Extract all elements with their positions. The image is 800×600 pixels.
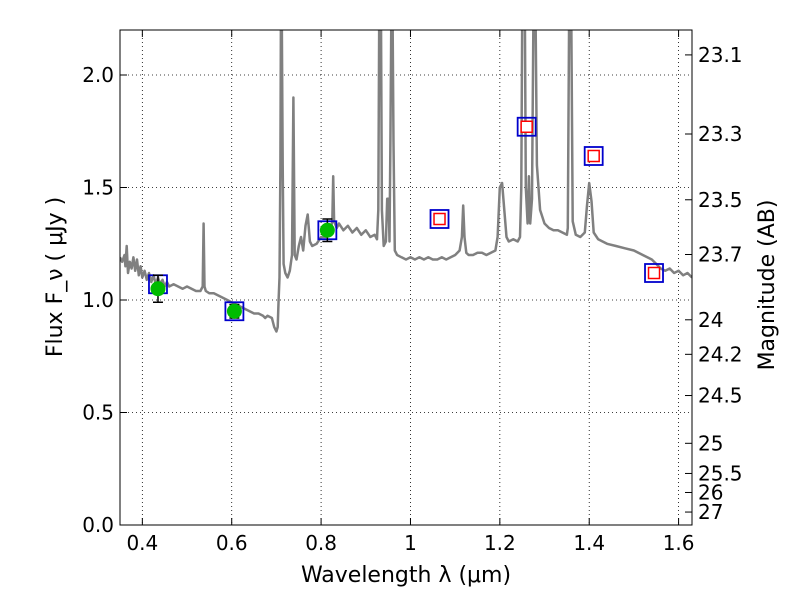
model-box-inner (587, 149, 600, 163)
right-tick-label: 24.5 (698, 384, 743, 408)
model-box (644, 263, 664, 283)
right-tick-label: 25 (698, 431, 723, 455)
x-tick-label: 0.4 (126, 531, 158, 555)
model-box-inner (647, 266, 661, 280)
y-tick-label: 0.5 (82, 401, 114, 425)
y-tick-label: 1.5 (82, 176, 114, 200)
observed-point (226, 303, 242, 319)
grid (120, 30, 692, 526)
right-tick-label: 23.7 (698, 242, 743, 266)
right-tick-label: 27 (698, 500, 723, 524)
points-layer (148, 116, 664, 322)
right-tick-label: 24.2 (698, 342, 743, 366)
x-tick-label: 1 (404, 531, 417, 555)
y-tick-label: 1.0 (82, 288, 114, 312)
model-box (516, 116, 537, 137)
observed-point (319, 222, 335, 238)
x-tick-label: 1.4 (573, 531, 605, 555)
plot-frame (119, 29, 693, 526)
y-axis-label: Flux F_ν ( μJy ) (43, 197, 68, 357)
observed-point (150, 281, 166, 297)
right-tick-label: 24 (698, 308, 723, 332)
right-tick-label: 26 (698, 480, 723, 504)
x-tick-label: 1.6 (663, 531, 695, 555)
model-box-inner (433, 212, 446, 226)
right-tick-label: 23.1 (698, 43, 743, 67)
axis-ticks: 0.4 0.6 0.8 1 1.2 1.4 1.6 0.0 0.5 1.0 1.5 2.0 23.1 23… (82, 30, 743, 555)
right-axis-label: Magnitude (AB) (755, 200, 780, 371)
y-tick-label: 0.0 (82, 513, 114, 537)
spectrum-line (120, 30, 692, 333)
x-tick-label: 0.8 (305, 531, 337, 555)
right-tick-label: 23.3 (698, 122, 743, 146)
data-layer (120, 30, 692, 333)
model-box (583, 146, 604, 166)
right-tick-label: 23.5 (698, 188, 743, 212)
x-tick-label: 0.6 (216, 531, 248, 555)
x-axis-label: Wavelength λ (μm) (301, 563, 511, 588)
y-tick-label: 2.0 (82, 63, 114, 87)
model-box (429, 209, 450, 229)
right-tick-label: 25.5 (698, 461, 743, 485)
x-tick-label: 1.2 (484, 531, 516, 555)
model-box (224, 301, 245, 322)
model-box-inner (520, 120, 533, 133)
